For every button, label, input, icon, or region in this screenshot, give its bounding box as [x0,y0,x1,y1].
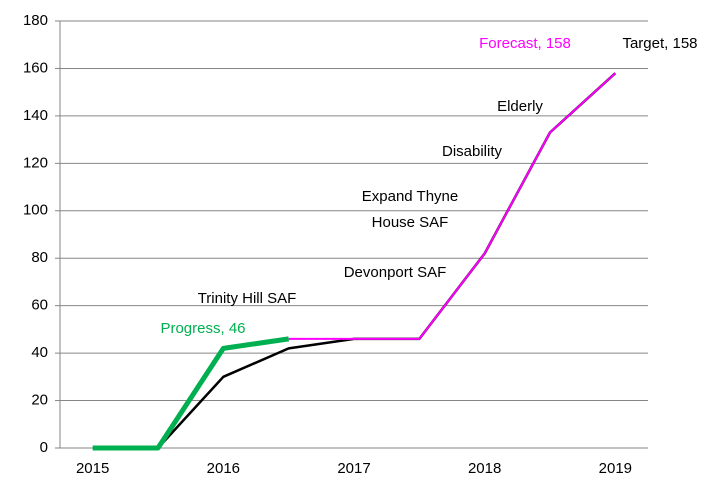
y-tick-label: 0 [40,439,48,456]
annotation: Disability [442,143,503,160]
x-tick-label: 2018 [468,460,501,477]
series-line [157,72,617,449]
annotation: Elderly [497,98,543,115]
y-tick-label: 100 [23,202,48,219]
annotation: Devonport SAF [344,264,447,281]
series-line [288,72,617,340]
x-tick-label: 2019 [599,460,632,477]
y-tick-label: 20 [31,392,48,409]
x-tick-label: 2016 [207,460,240,477]
annotation: Expand Thyne [362,188,458,205]
y-tick-label: 40 [31,344,48,361]
y-tick-label: 80 [31,249,48,266]
annotation: Forecast, 158 [479,35,571,52]
y-tick-label: 120 [23,154,48,171]
y-tick-label: 140 [23,107,48,124]
x-tick-label: 2015 [76,460,109,477]
x-tick-label: 2017 [337,460,370,477]
annotation: House SAF [372,214,449,231]
y-tick-label: 180 [23,12,48,29]
y-tick-label: 60 [31,297,48,314]
series-line [92,336,290,451]
y-tick-label: 160 [23,59,48,76]
annotation: Target, 158 [622,35,697,52]
annotation: Trinity Hill SAF [198,290,297,307]
annotation: Progress, 46 [160,320,245,337]
